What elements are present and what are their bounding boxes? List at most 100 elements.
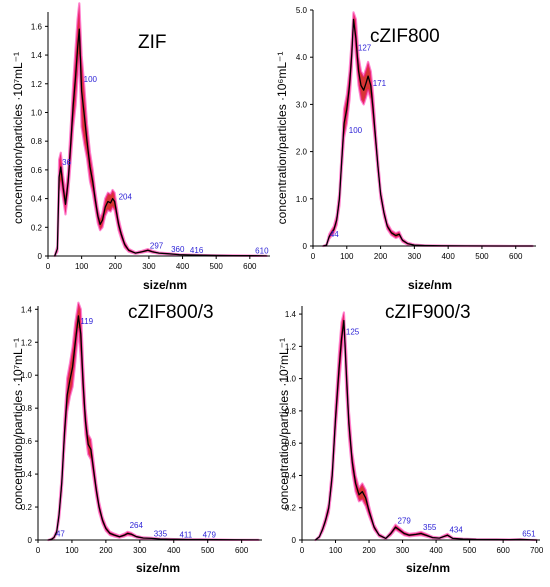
y-tick-label: 1.0 bbox=[21, 371, 33, 380]
x-tick-label: 500 bbox=[463, 546, 477, 555]
panel-title: ZIF bbox=[138, 32, 167, 53]
peak-annotations: 119 47 264 335 411 479 bbox=[56, 317, 217, 540]
peak-label: 47 bbox=[56, 529, 65, 538]
peak-label: 279 bbox=[398, 516, 412, 525]
x-tick-label: 600 bbox=[509, 252, 523, 261]
y-tick-label: 0.8 bbox=[285, 407, 297, 416]
peak-label: 434 bbox=[449, 525, 463, 534]
x-tick-label: 500 bbox=[210, 262, 224, 271]
y-tick-label: 0.2 bbox=[285, 504, 297, 513]
x-axis-label: size/nm bbox=[408, 278, 452, 292]
peak-label: 411 bbox=[179, 530, 192, 539]
x-tick-label: 400 bbox=[441, 252, 455, 261]
distribution-line bbox=[322, 18, 533, 247]
peak-label: 335 bbox=[154, 529, 168, 538]
y-tick-label: 0 bbox=[292, 536, 297, 545]
series-line bbox=[48, 315, 259, 541]
y-tick-label: 1.2 bbox=[285, 342, 297, 351]
y-axis-label: concentration/particles ·10⁷mL⁻¹ bbox=[11, 338, 25, 510]
x-tick-label: 300 bbox=[133, 546, 147, 555]
y-tick-label: 1.4 bbox=[21, 305, 33, 314]
x-ticks: 0 100 200 300 400 500 600 bbox=[311, 246, 523, 261]
x-tick-label: 0 bbox=[36, 546, 41, 555]
y-tick-label: 2.0 bbox=[296, 148, 308, 157]
peak-annotations: 125 279 355 434 651 bbox=[346, 328, 536, 539]
y-tick-label: 1.4 bbox=[285, 310, 297, 319]
series-line bbox=[314, 319, 537, 541]
peak-label: 44 bbox=[330, 230, 339, 239]
series-line bbox=[322, 18, 533, 247]
y-axis-label: concentration/particles ·10⁶mL⁻¹ bbox=[275, 52, 289, 225]
x-tick-label: 100 bbox=[65, 546, 79, 555]
y-tick-label: 0.6 bbox=[285, 439, 297, 448]
y-ticks: 0 0.2 0.4 0.6 0.8 1.0 1.2 1.4 1.6 bbox=[31, 22, 48, 261]
x-tick-label: 600 bbox=[243, 262, 257, 271]
peak-annotations: 127 171 100 44 bbox=[330, 43, 387, 238]
y-axis-label: concentration/particles ·10⁷mL⁻¹ bbox=[277, 338, 291, 510]
series-line bbox=[54, 28, 267, 257]
x-tick-label: 0 bbox=[46, 262, 51, 271]
y-tick-label: 0.8 bbox=[31, 137, 43, 146]
peak-label: 416 bbox=[190, 246, 204, 255]
x-tick-label: 500 bbox=[475, 252, 489, 261]
peak-label: 204 bbox=[119, 192, 133, 201]
distribution-line bbox=[54, 28, 267, 257]
y-tick-label: 1.0 bbox=[285, 375, 297, 384]
y-tick-label: 1.0 bbox=[296, 195, 308, 204]
panel-czif800-3: 0 100 200 300 400 500 600 0 0.2 0.4 0.6 0.8 1.0 1.2 1… bbox=[11, 301, 262, 575]
y-tick-label: 0.4 bbox=[285, 471, 297, 480]
panel-czif800: 0 100 200 300 400 500 600 0 1.0 2.0 3.0 4.0 5.0 127… bbox=[275, 6, 536, 292]
y-tick-label: 1.6 bbox=[31, 22, 43, 31]
x-tick-label: 600 bbox=[235, 546, 249, 555]
panel-czif900-3: 0 100 200 300 400 500 600 700 0 0.2 0.4 0.6 0.8 1.0 1… bbox=[277, 302, 544, 575]
x-tick-label: 100 bbox=[340, 252, 354, 261]
y-ticks: 0 0.2 0.4 0.6 0.8 1.0 1.2 1.4 bbox=[285, 310, 302, 545]
x-tick-label: 200 bbox=[109, 262, 123, 271]
y-tick-label: 5.0 bbox=[296, 6, 308, 15]
peak-annotations: 36 100 204 297 360 416 610 bbox=[62, 75, 269, 256]
peak-label: 479 bbox=[203, 531, 217, 540]
peak-label: 297 bbox=[150, 241, 164, 250]
x-ticks: 0 100 200 300 400 500 600 bbox=[36, 540, 249, 555]
panel-title: cZIF900/3 bbox=[385, 302, 471, 323]
x-ticks: 0 100 200 300 400 500 600 bbox=[46, 256, 257, 271]
panel-title: cZIF800 bbox=[370, 26, 440, 47]
x-tick-label: 200 bbox=[99, 546, 113, 555]
x-tick-label: 200 bbox=[374, 252, 388, 261]
x-tick-label: 600 bbox=[496, 546, 510, 555]
y-axis-label: concentration/particles ·10⁷mL⁻¹ bbox=[11, 52, 25, 224]
peak-label: 100 bbox=[349, 126, 363, 135]
y-tick-label: 0 bbox=[28, 536, 33, 545]
y-tick-label: 1.2 bbox=[21, 338, 33, 347]
x-axis-label: size/nm bbox=[406, 561, 450, 575]
peak-label: 119 bbox=[80, 317, 93, 326]
peak-label: 171 bbox=[373, 79, 387, 88]
x-tick-label: 200 bbox=[362, 546, 376, 555]
y-tick-label: 0.4 bbox=[31, 195, 43, 204]
x-axis-label: size/nm bbox=[136, 561, 180, 575]
x-tick-label: 100 bbox=[329, 546, 343, 555]
x-tick-label: 400 bbox=[176, 262, 190, 271]
peak-label: 100 bbox=[84, 75, 98, 84]
y-tick-label: 0 bbox=[303, 242, 308, 251]
x-tick-label: 700 bbox=[530, 546, 544, 555]
peak-label: 651 bbox=[522, 529, 536, 538]
panel-title: cZIF800/3 bbox=[128, 302, 214, 323]
y-tick-label: 0.2 bbox=[31, 223, 43, 232]
distribution-band bbox=[47, 301, 260, 542]
x-tick-label: 400 bbox=[167, 546, 181, 555]
error-band bbox=[47, 301, 260, 542]
y-ticks: 0 1.0 2.0 3.0 4.0 5.0 bbox=[296, 6, 313, 251]
y-tick-label: 0.2 bbox=[21, 503, 33, 512]
y-tick-label: 0.6 bbox=[21, 437, 33, 446]
x-tick-label: 400 bbox=[429, 546, 443, 555]
x-tick-label: 300 bbox=[408, 252, 422, 261]
y-tick-label: 0.6 bbox=[31, 166, 43, 175]
y-tick-label: 0.4 bbox=[21, 470, 33, 479]
x-tick-label: 100 bbox=[75, 262, 89, 271]
peak-label: 360 bbox=[171, 245, 185, 254]
peak-label: 127 bbox=[358, 43, 372, 52]
y-tick-label: 4.0 bbox=[296, 53, 308, 62]
